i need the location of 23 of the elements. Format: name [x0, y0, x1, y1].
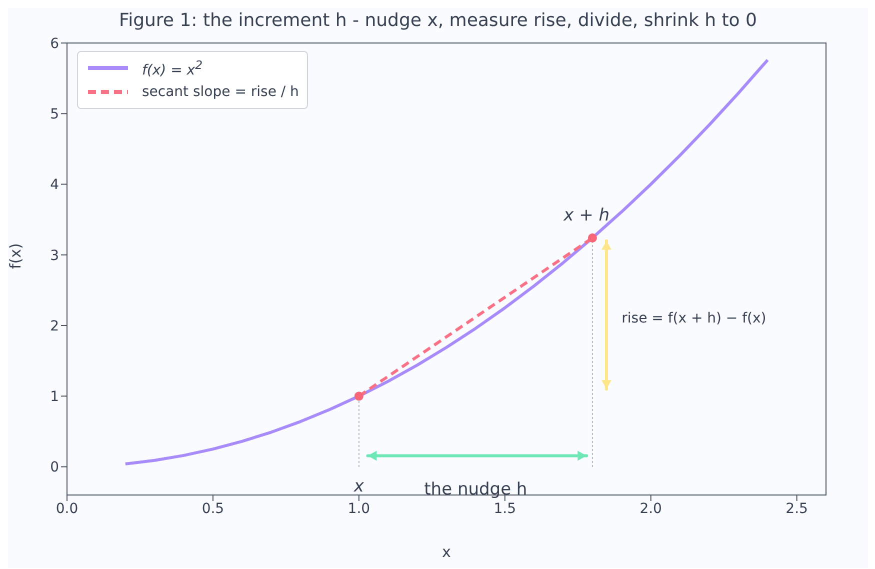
y-tick-label: 5	[50, 106, 59, 123]
x-tick-label: 2.0	[640, 500, 662, 517]
x-tick-label: 2.5	[786, 500, 808, 517]
x-tick-label: 1.5	[494, 500, 516, 517]
annotation: x	[352, 476, 365, 496]
chart-title: Figure 1: the increment h - nudge x, measure rise, divide, shrink h to 0	[118, 10, 758, 31]
line-series	[124, 58, 770, 466]
annotation: x + h	[562, 204, 610, 225]
x-tick-label: 1.0	[348, 500, 370, 517]
y-tick-label: 3	[50, 248, 59, 264]
y-axis-title: f(x)	[6, 243, 24, 269]
annotation: the nudge h	[424, 478, 528, 500]
legend-label: secant slope = rise / h	[142, 84, 299, 100]
x-tick-label: 0.0	[56, 500, 78, 517]
y-tick-label: 4	[50, 177, 60, 194]
annotation: rise = f(x + h) − f(x)	[622, 310, 766, 326]
legend-label: f(x) = x$^{2}$	[142, 58, 202, 78]
y-tick-label: 6	[50, 36, 60, 52]
x-tick-label: 0.5	[202, 500, 224, 517]
y-tick-label: 0	[50, 460, 59, 476]
y-tick-label: 2	[50, 318, 59, 334]
y-tick-label: 1	[50, 389, 59, 406]
x-axis-title: x	[442, 543, 452, 561]
